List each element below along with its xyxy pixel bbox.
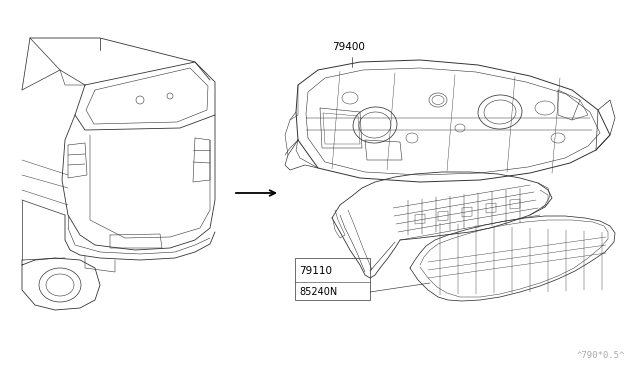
- Text: ^790*0.5^: ^790*0.5^: [577, 351, 625, 360]
- Text: 85240N: 85240N: [299, 287, 337, 297]
- Text: 79400: 79400: [332, 42, 365, 52]
- Text: 79110: 79110: [299, 266, 332, 276]
